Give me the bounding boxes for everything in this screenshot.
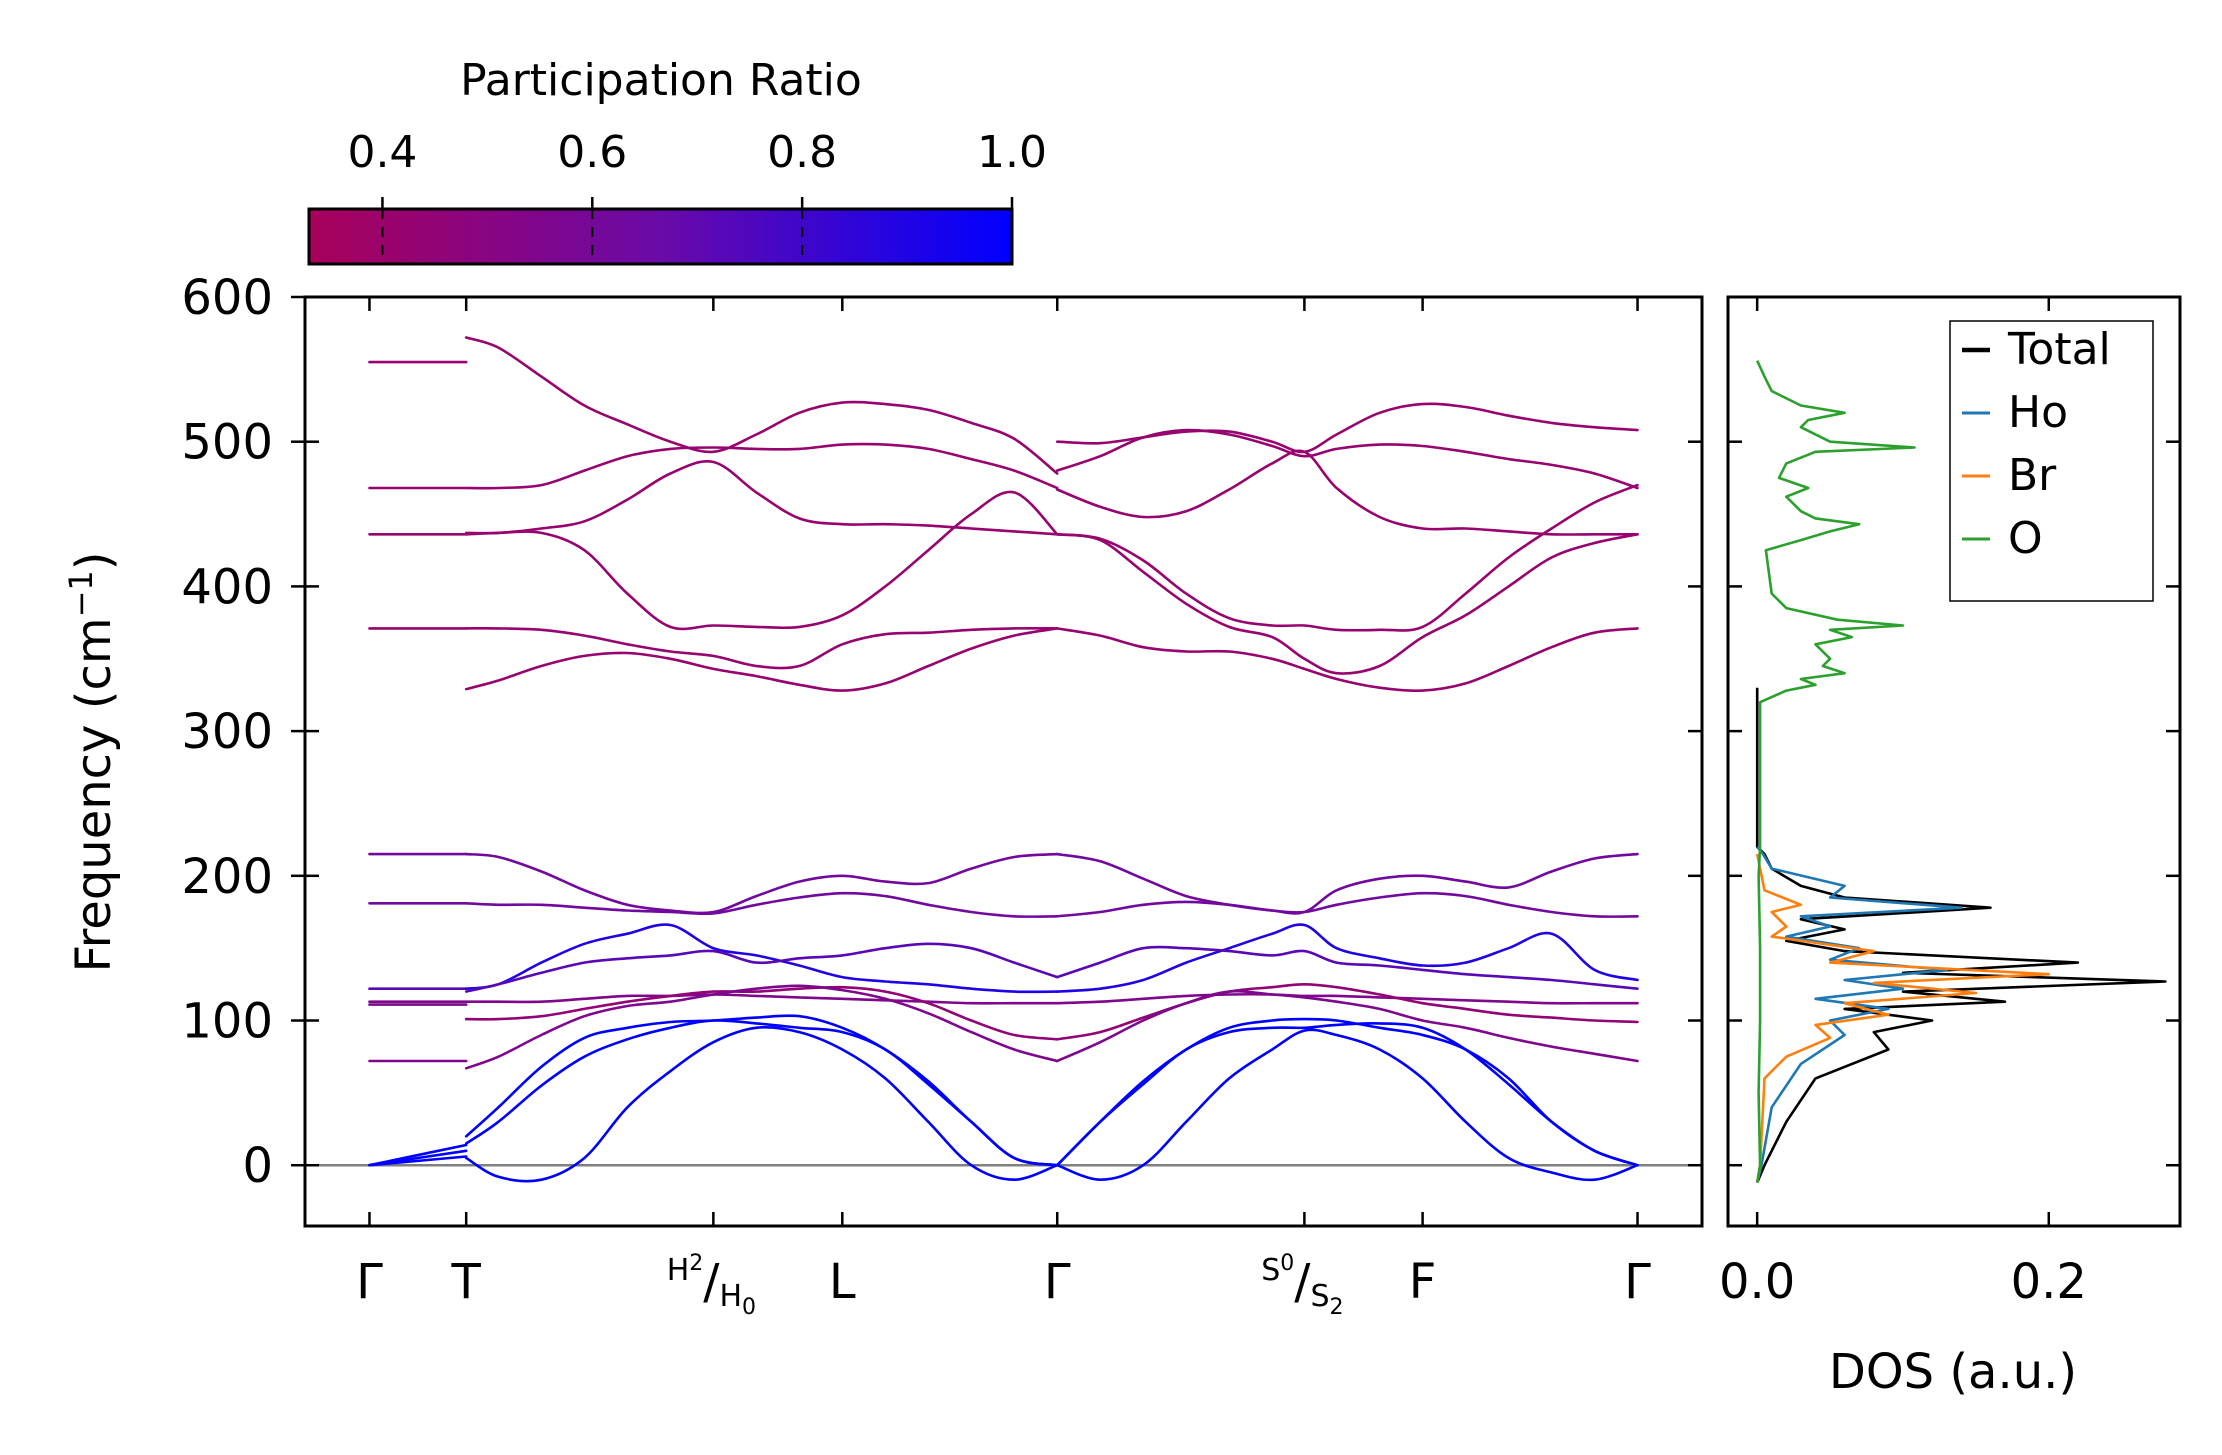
dos-y-ticks [1728,295,2180,1167]
band-line-seg2-7 [1055,891,1639,918]
dos-panel: 0.0 0.2 DOS (a.u.) Total Ho Br O [1719,295,2182,1400]
dos-series-o [1755,360,1916,1183]
band-line-seg2-4 [1055,533,1639,675]
dos-x-ticks: 0.0 0.2 [1719,297,2087,1310]
band-y-axis-label-tail: ) [66,551,122,570]
dos-curves [1755,360,2167,1184]
band-line-seg1-0 [464,336,1059,475]
kpoint-label-part: 0 [742,1295,756,1320]
band-y-tick-label: 200 [181,849,273,905]
band-line-seg2-13 [1055,1017,1639,1167]
kpoint-label: T [451,1254,482,1310]
band-line-seg0-12 [368,1155,468,1167]
band-line-seg2-3 [1055,483,1639,632]
dos-x-tick-label: 0.0 [1719,1254,1795,1310]
legend-label-br: Br [2008,450,2057,501]
band-line-seg2-14 [1055,1021,1639,1167]
kpoint-label-part: S [1261,1253,1280,1288]
phonon-bands [368,336,1639,1183]
kpoint-label-slash: / [1294,1254,1311,1310]
band-y-tick-label: 400 [181,559,273,615]
kpoint-label-part: 2 [1330,1295,1344,1320]
colorbar-gradient [309,209,1012,264]
band-line-seg2-2 [1055,449,1639,536]
kpoint-label: Γ [1044,1254,1071,1310]
band-line-seg2-9 [1055,945,1639,990]
kpoint-label: F [1409,1254,1437,1310]
band-y-tick-label: 0 [242,1138,273,1194]
kpoint-label-part: S [1310,1279,1329,1314]
band-line-seg1-13 [464,1014,1059,1167]
legend-label-total: Total [2007,324,2111,375]
kpoint-label-part: 0 [1280,1251,1294,1276]
band-line-seg1-1 [464,442,1059,490]
band-y-tick-label: 600 [181,270,273,326]
band-line-seg1-4 [464,626,1059,670]
band-line-seg1-9 [464,942,1059,993]
band-line-seg1-3 [464,490,1059,631]
band-line-seg1-2 [464,460,1059,536]
band-plot-frame [303,295,1704,1228]
band-line-seg2-5 [1055,627,1639,693]
band-line-seg2-12 [1055,989,1639,1063]
dos-series-br [1755,853,2051,1183]
dos-x-tick-label: 0.2 [2011,1254,2087,1310]
kpoint-label: Γ [1624,1254,1651,1310]
colorbar-frame [307,207,1014,266]
band-line-seg2-6 [1055,852,1639,915]
band-line-seg2-8 [1055,923,1639,993]
colorbar-ticks: 0.4 0.6 0.8 1.0 [347,127,1047,264]
dos-legend-items: Total Ho Br O [1962,324,2111,564]
band-y-tick-label: 100 [181,994,273,1050]
band-line-seg2-10 [1055,992,1639,1005]
band-x-ticks: Γ T H2/H0 L Γ S0/S2 F Γ [356,297,1651,1320]
colorbar-tick-label: 0.6 [557,127,627,178]
band-line-seg2-0 [1055,402,1639,454]
dos-legend: Total Ho Br O [1949,320,2154,602]
band-y-tick-label: 500 [181,415,273,471]
band-line-seg1-10 [464,993,1059,1005]
band-line-seg1-11 [464,985,1059,1041]
colorbar-title: Participation Ratio [460,55,862,106]
colorbar-tick-label: 0.4 [347,127,417,178]
kpoint-label: L [829,1254,856,1310]
colorbar: Participation Ratio 0.4 0.6 0.8 1.0 [307,55,1047,266]
colorbar-tick-label: 1.0 [977,127,1047,178]
band-line-seg1-8 [464,923,1059,994]
dos-series-total [1755,687,2167,1184]
kpoint-label-S0: S0/S2 [1261,1251,1343,1320]
band-line-seg2-1 [1055,428,1639,490]
band-line-seg1-5 [464,627,1059,692]
band-line-seg2-15 [1055,1028,1639,1182]
band-line-seg2-11 [1055,983,1639,1041]
dos-plot-frame [1726,295,2182,1228]
dos-x-axis-label: DOS (a.u.) [1829,1344,2077,1400]
legend-label-o: O [2008,513,2043,564]
band-line-seg1-12 [464,984,1059,1070]
kpoint-label-part: H [719,1279,742,1314]
band-line-seg1-15 [464,1025,1059,1183]
kpoint-label-part: 2 [689,1251,703,1276]
kpoint-label-slash: / [703,1254,720,1310]
legend-label-ho: Ho [2008,387,2068,438]
band-y-ticks: 0 100 200 300 400 500 600 [181,270,1702,1194]
kpoint-label-part: H [667,1253,690,1288]
band-y-axis-label: Frequency (cm−1) [62,551,122,972]
band-line-seg1-14 [464,1019,1059,1167]
kpoint-label: Γ [356,1254,383,1310]
colorbar-tick-label: 0.8 [767,127,837,178]
kpoint-label-H2: H2/H0 [667,1251,756,1320]
dos-legend-box [1949,320,2154,602]
band-line-seg1-6 [464,852,1059,915]
band-line-seg1-7 [464,891,1059,918]
band-y-tick-label: 300 [181,704,273,760]
band-y-axis-label-superscript: −1 [62,570,100,617]
